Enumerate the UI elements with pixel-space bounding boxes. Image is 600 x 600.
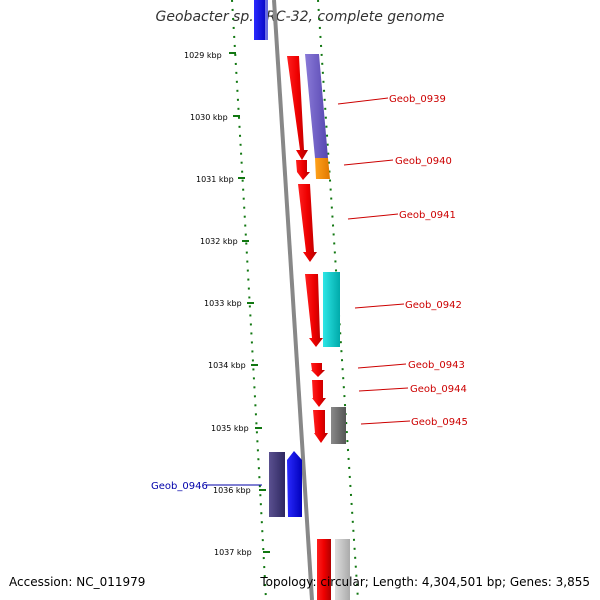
gene-label[interactable]: Geob_0940	[395, 156, 452, 167]
leader-line	[337, 97, 389, 105]
gene-geob-0942	[305, 274, 323, 347]
gene-geob-0944	[312, 380, 326, 407]
feature-blocks-outer	[305, 54, 350, 600]
leader-line	[354, 303, 405, 309]
gene-geob-0941	[298, 184, 317, 262]
gene-geob-0940	[296, 160, 310, 180]
genome-backbone	[272, 0, 314, 600]
forward-genes-inner	[287, 56, 331, 600]
leader-line	[360, 420, 411, 425]
leader-line	[343, 159, 394, 166]
tick-mark	[255, 427, 262, 429]
feature-purple	[305, 54, 328, 158]
tick-mark	[263, 551, 270, 553]
accession-text: Accession: NC_011979	[9, 575, 146, 589]
tick-label: 1037 kbp	[214, 548, 252, 557]
tick-label: 1031 kbp	[196, 175, 234, 184]
gene-geob-0939	[287, 56, 308, 160]
feature-gray	[331, 407, 346, 444]
leader-line	[357, 363, 407, 369]
tick-label: 1036 kbp	[213, 486, 251, 495]
label-leaders	[206, 97, 411, 486]
gene-label[interactable]: Geob_0941	[399, 210, 456, 221]
gene-label[interactable]: Geob_0946	[151, 481, 208, 492]
tick-mark	[233, 115, 240, 117]
leader-line	[347, 213, 399, 220]
tick-mark	[238, 177, 245, 179]
scale-tick-labels: 1029 kbp 1030 kbp 1031 kbp 1032 kbp 1033…	[184, 51, 252, 557]
gene-bottom-red	[317, 539, 331, 600]
tick-label: 1035 kbp	[211, 424, 249, 433]
gene-labels: Geob_0939 Geob_0940 Geob_0941 Geob_0942 …	[151, 94, 468, 492]
feature-cyan	[323, 272, 340, 347]
tick-mark	[251, 364, 258, 366]
tick-mark	[259, 489, 266, 491]
gene-label[interactable]: Geob_0945	[411, 417, 468, 428]
tick-mark	[229, 52, 236, 54]
tick-label: 1029 kbp	[184, 51, 222, 60]
gene-label[interactable]: Geob_0939	[389, 94, 446, 105]
topology-text: Topology: circular; Length: 4,304,501 bp…	[260, 575, 590, 589]
tick-label: 1033 kbp	[204, 299, 242, 308]
gene-label[interactable]: Geob_0942	[405, 300, 462, 311]
gene-label[interactable]: Geob_0944	[410, 384, 467, 395]
tick-mark	[247, 302, 254, 304]
gene-geob-0945	[313, 410, 328, 443]
tick-mark	[242, 240, 249, 242]
gene-partial-top	[254, 0, 268, 40]
leader-line	[358, 387, 409, 392]
feature-orange	[315, 158, 330, 179]
tick-label: 1030 kbp	[190, 113, 228, 122]
gene-geob-0946	[287, 451, 302, 517]
gene-label[interactable]: Geob_0943	[408, 360, 465, 371]
reverse-genes	[269, 451, 302, 517]
scale-ticks	[229, 52, 270, 553]
map-title: Geobacter sp. FRC-32, complete genome	[155, 9, 445, 25]
feature-light-gray	[335, 539, 350, 600]
tick-label: 1034 kbp	[208, 361, 246, 370]
gene-geob-0943	[311, 363, 325, 377]
gene-partial-top-shade	[265, 0, 268, 40]
tick-label: 1032 kbp	[200, 237, 238, 246]
feature-navy	[269, 452, 285, 517]
